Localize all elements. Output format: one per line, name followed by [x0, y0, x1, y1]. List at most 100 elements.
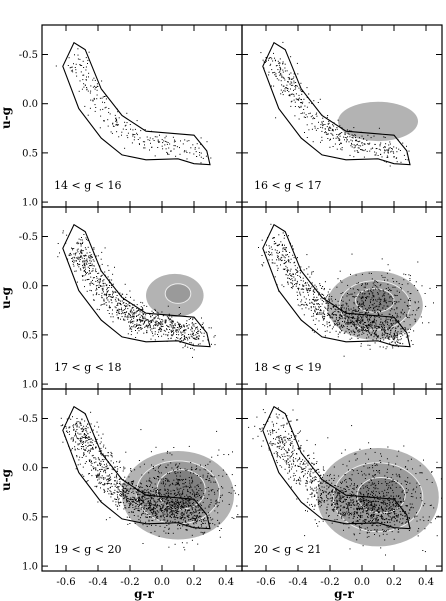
data-point: [217, 490, 219, 492]
data-point: [220, 495, 222, 497]
data-point: [137, 493, 139, 495]
data-point: [166, 141, 168, 143]
data-point: [154, 487, 156, 489]
data-point: [392, 341, 394, 343]
data-point: [161, 504, 163, 505]
data-point: [300, 105, 302, 107]
data-point: [183, 517, 185, 519]
data-point: [133, 325, 135, 327]
data-point: [98, 475, 100, 477]
data-point: [284, 268, 286, 270]
data-point: [125, 497, 127, 499]
data-point: [377, 155, 379, 156]
data-point: [89, 284, 91, 286]
data-point: [341, 306, 343, 308]
data-point: [197, 484, 199, 486]
data-point: [73, 261, 75, 263]
data-point: [311, 315, 313, 317]
data-point: [120, 495, 122, 497]
data-point: [202, 533, 204, 535]
data-point: [370, 137, 372, 139]
data-point: [81, 65, 83, 66]
data-point: [159, 519, 161, 521]
data-point: [72, 439, 74, 441]
data-point: [311, 115, 313, 117]
data-point: [108, 111, 110, 113]
data-point: [72, 438, 74, 440]
data-point: [318, 304, 320, 306]
data-point: [284, 90, 286, 92]
data-point: [195, 334, 197, 336]
data-point: [206, 141, 208, 143]
data-point: [159, 322, 161, 324]
data-point: [295, 87, 297, 89]
data-point: [157, 470, 159, 472]
data-point: [284, 235, 285, 236]
data-point: [80, 433, 82, 435]
data-point: [173, 506, 175, 508]
data-point: [101, 97, 103, 99]
data-point: [270, 63, 272, 65]
data-point: [393, 339, 395, 341]
data-point: [111, 473, 113, 474]
data-point: [200, 137, 202, 139]
data-point: [284, 257, 286, 259]
data-point: [181, 498, 183, 500]
data-point: [381, 325, 382, 327]
data-point: [167, 305, 169, 307]
data-point: [381, 295, 383, 297]
data-point: [317, 299, 319, 301]
data-point: [329, 325, 331, 327]
data-point: [269, 442, 271, 444]
data-point: [201, 324, 203, 325]
data-point: [98, 286, 100, 288]
data-point: [102, 477, 104, 479]
data-point: [234, 492, 236, 494]
data-point: [339, 125, 341, 127]
data-point: [323, 486, 325, 488]
data-point: [403, 154, 405, 156]
data-point: [133, 509, 135, 510]
data-point: [125, 487, 127, 489]
data-point: [383, 334, 385, 336]
data-point: [293, 89, 294, 91]
data-point: [78, 257, 80, 259]
data-point: [273, 52, 274, 54]
data-point: [332, 317, 334, 319]
data-point: [179, 325, 180, 327]
data-point: [162, 142, 164, 144]
data-point: [317, 102, 319, 103]
data-point: [315, 299, 317, 301]
data-point: [201, 332, 203, 334]
data-point: [156, 494, 158, 496]
data-point: [197, 495, 199, 497]
data-point: [188, 501, 190, 503]
data-point: [360, 303, 362, 305]
data-point: [358, 145, 360, 147]
data-point: [134, 326, 136, 328]
data-point: [301, 303, 303, 305]
data-point: [333, 306, 335, 307]
data-point: [76, 249, 78, 251]
data-point: [91, 442, 93, 444]
data-point: [325, 301, 327, 303]
data-point: [126, 489, 128, 491]
data-point: [179, 313, 181, 315]
data-point: [132, 135, 134, 137]
data-point: [370, 299, 372, 300]
data-point: [153, 318, 155, 320]
data-point: [191, 517, 193, 519]
data-point: [373, 316, 375, 318]
data-point: [194, 338, 196, 340]
data-point: [396, 157, 398, 159]
data-point: [155, 315, 157, 317]
data-point: [127, 488, 129, 490]
data-point: [406, 145, 407, 147]
data-point: [231, 487, 233, 489]
data-point: [305, 307, 307, 309]
data-point: [367, 324, 369, 325]
data-point: [362, 149, 364, 151]
data-point: [340, 489, 342, 491]
data-point: [398, 508, 400, 510]
data-point: [327, 313, 329, 315]
